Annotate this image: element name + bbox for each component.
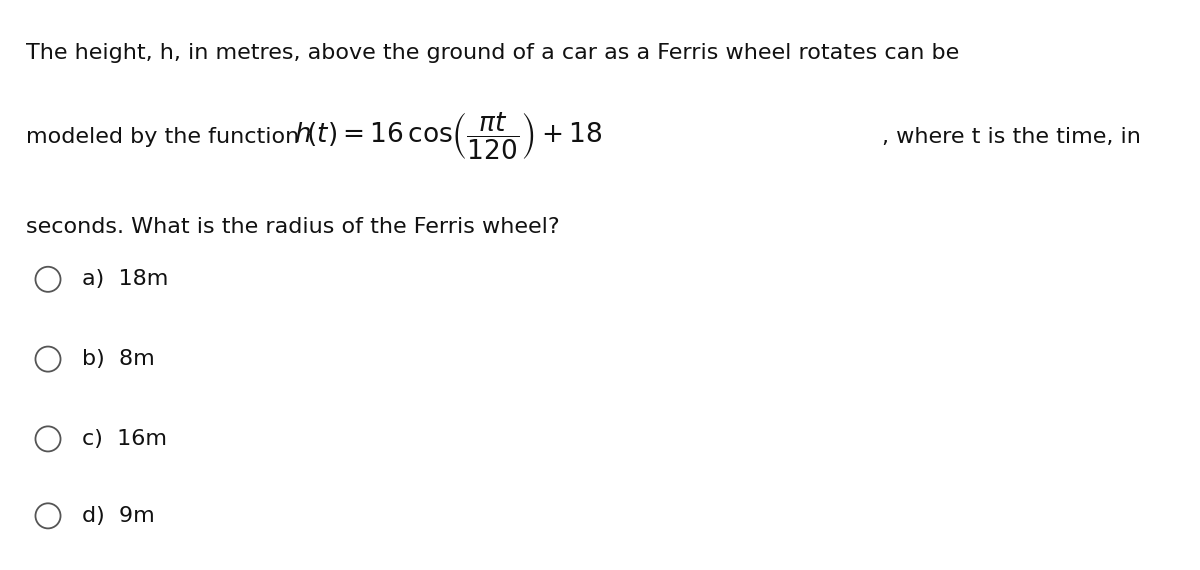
Text: , where t is the time, in: , where t is the time, in	[882, 127, 1141, 147]
Text: d)  9m: d) 9m	[82, 506, 155, 526]
Text: a)  18m: a) 18m	[82, 269, 168, 290]
Text: $h\!\left(t\right) = 16\,\cos\!\left(\dfrac{\pi t}{120}\right) + 18$: $h\!\left(t\right) = 16\,\cos\!\left(\df…	[294, 111, 602, 162]
Text: The height, h, in metres, above the ground of a car as a Ferris wheel rotates ca: The height, h, in metres, above the grou…	[26, 43, 960, 63]
Text: c)  16m: c) 16m	[82, 429, 167, 449]
Text: seconds. What is the radius of the Ferris wheel?: seconds. What is the radius of the Ferri…	[26, 217, 560, 237]
Text: b)  8m: b) 8m	[82, 349, 155, 369]
Text: modeled by the function: modeled by the function	[26, 127, 307, 147]
